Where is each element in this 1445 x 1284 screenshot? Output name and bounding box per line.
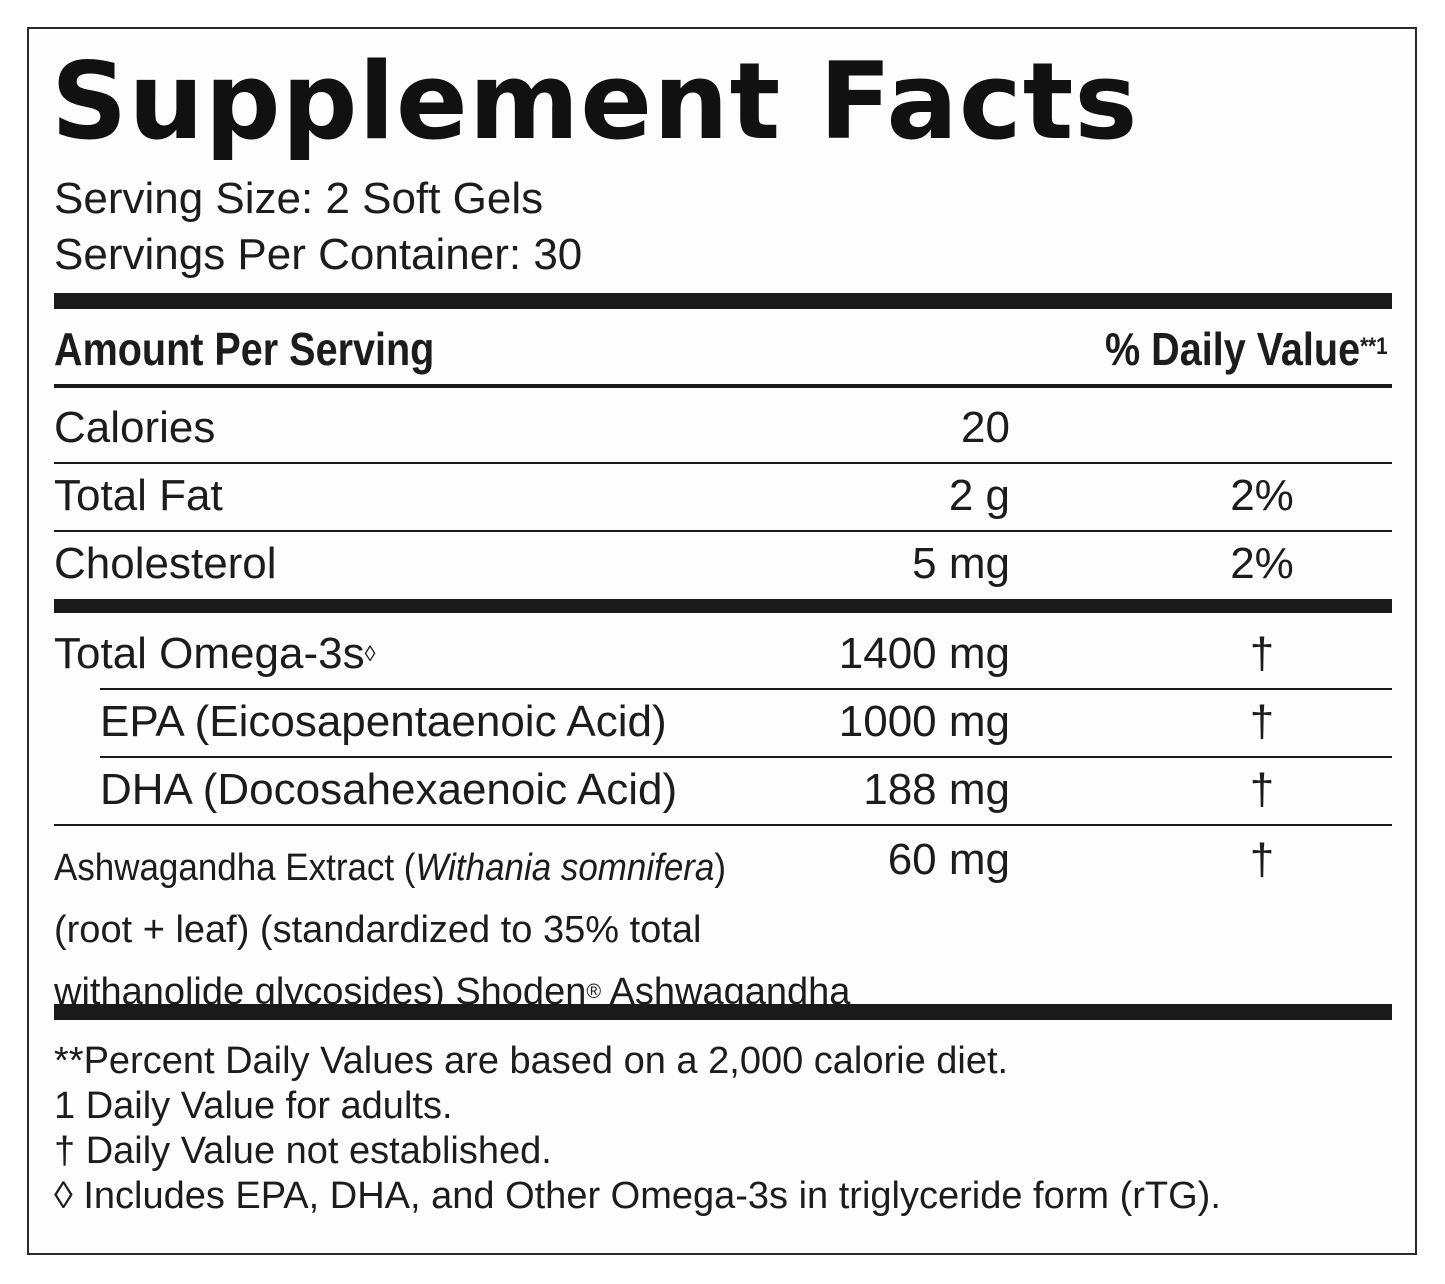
nutrient-row: Cholesterol 5 mg 2% <box>54 539 1392 589</box>
supplement-facts-panel: Supplement Facts Serving Size: 2 Soft Ge… <box>27 27 1417 1255</box>
nutrient-name: EPA (Eicosapentaenoic Acid) <box>100 697 667 746</box>
nutrient-daily-value: † <box>1249 765 1275 814</box>
nutrient-daily-value: † <box>1249 835 1275 884</box>
nutrient-daily-value: 2% <box>1230 539 1294 588</box>
nutrient-name: Calories <box>54 403 216 452</box>
thick-divider <box>54 599 1392 613</box>
nutrient-amount: 20 <box>961 403 1010 452</box>
nutrient-row: Total Omega-3s◊ 1400 mg † <box>54 629 1392 679</box>
medium-divider <box>54 384 1392 388</box>
row-divider <box>100 688 1392 690</box>
nutrient-amount: 2 g <box>948 471 1010 520</box>
nutrient-name: Total Omega-3s◊ <box>54 629 376 678</box>
nutrient-row: Total Fat 2 g 2% <box>54 471 1392 521</box>
nutrient-row: Calories 20 <box>54 403 1392 453</box>
latin-name: Withania somnifera <box>415 847 715 889</box>
nutrient-row: EPA (Eicosapentaenoic Acid) 1000 mg † <box>54 697 1392 747</box>
registered-mark: ® <box>586 981 602 1003</box>
nutrient-name: Total Fat <box>54 471 223 520</box>
nutrient-name: Cholesterol <box>54 539 277 588</box>
footnote: 1 Daily Value for adults. <box>54 1085 453 1127</box>
panel-title: Supplement Facts <box>51 40 1139 163</box>
nutrient-amount: 60 mg <box>887 835 1010 884</box>
daily-value-marker: **1 <box>1360 333 1388 360</box>
thick-divider <box>54 1004 1392 1020</box>
nutrient-daily-value: † <box>1249 697 1275 746</box>
omega-marker: ◊ <box>364 641 376 666</box>
footnote: ◊ Includes EPA, DHA, and Other Omega-3s … <box>54 1175 1221 1217</box>
nutrient-amount: 5 mg <box>912 539 1010 588</box>
nutrient-amount: 188 mg <box>863 765 1010 814</box>
footnote: **Percent Daily Values are based on a 2,… <box>54 1040 1009 1082</box>
thick-divider <box>54 293 1392 309</box>
ashwagandha-detail-line: (root + leaf) (standardized to 35% total <box>54 909 702 951</box>
amount-per-serving-header: Amount Per Serving <box>54 323 435 375</box>
row-divider <box>54 462 1392 464</box>
nutrient-amount: 1000 mg <box>838 697 1010 746</box>
nutrient-daily-value: 2% <box>1230 471 1294 520</box>
nutrient-amount: 1400 mg <box>838 629 1010 678</box>
row-divider <box>54 530 1392 532</box>
ashwagandha-name-line: Ashwagandha Extract (Withania somnifera) <box>54 847 727 889</box>
nutrient-row: DHA (Docosahexaenoic Acid) 188 mg † <box>54 765 1392 815</box>
nutrient-daily-value: † <box>1249 629 1275 678</box>
daily-value-header: % Daily Value**1 <box>1105 322 1388 376</box>
ashwagandha-values: 60 mg † <box>54 835 1392 885</box>
nutrient-name: DHA (Docosahexaenoic Acid) <box>100 765 678 814</box>
row-divider <box>54 824 1392 826</box>
footnotes: **Percent Daily Values are based on a 2,… <box>54 1039 1221 1219</box>
footnote: † Daily Value not established. <box>54 1130 552 1172</box>
row-divider <box>100 756 1392 758</box>
servings-per-container: Servings Per Container: 30 <box>54 230 583 279</box>
daily-value-label: % Daily Value <box>1105 323 1361 375</box>
serving-size: Serving Size: 2 Soft Gels <box>54 174 544 223</box>
